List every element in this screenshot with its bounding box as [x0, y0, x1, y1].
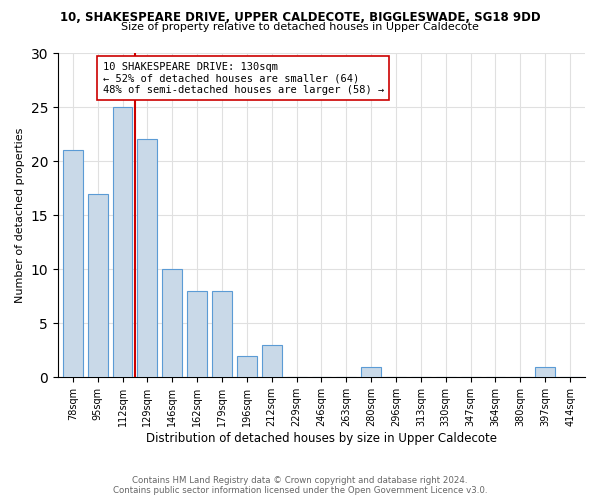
Bar: [237, 356, 257, 378]
Bar: [163, 269, 182, 378]
Bar: [262, 345, 281, 378]
Text: 10, SHAKESPEARE DRIVE, UPPER CALDECOTE, BIGGLESWADE, SG18 9DD: 10, SHAKESPEARE DRIVE, UPPER CALDECOTE, …: [59, 11, 541, 24]
Bar: [137, 140, 157, 378]
Bar: [88, 194, 107, 378]
Bar: [535, 366, 555, 378]
Bar: [212, 291, 232, 378]
Text: Contains HM Land Registry data © Crown copyright and database right 2024.
Contai: Contains HM Land Registry data © Crown c…: [113, 476, 487, 495]
Y-axis label: Number of detached properties: Number of detached properties: [15, 128, 25, 303]
Bar: [113, 107, 133, 378]
Bar: [361, 366, 381, 378]
X-axis label: Distribution of detached houses by size in Upper Caldecote: Distribution of detached houses by size …: [146, 432, 497, 445]
Text: Size of property relative to detached houses in Upper Caldecote: Size of property relative to detached ho…: [121, 22, 479, 32]
Bar: [187, 291, 207, 378]
Text: 10 SHAKESPEARE DRIVE: 130sqm
← 52% of detached houses are smaller (64)
48% of se: 10 SHAKESPEARE DRIVE: 130sqm ← 52% of de…: [103, 62, 384, 95]
Bar: [63, 150, 83, 378]
